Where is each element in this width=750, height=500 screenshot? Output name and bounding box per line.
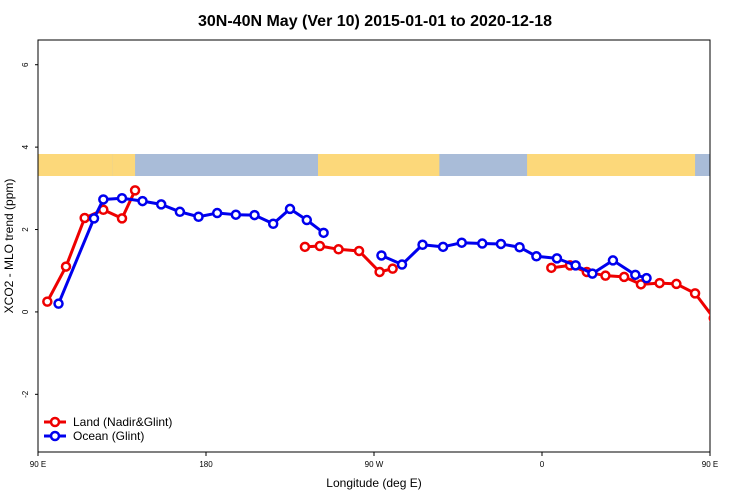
series-0-point-2-0: [546, 262, 557, 274]
series-1-point-0-13: [301, 214, 313, 226]
series-0-point-1-4: [374, 266, 385, 278]
series-0-point-2-3: [600, 270, 611, 281]
series-0-point-0-4: [116, 213, 128, 224]
series-0-point-2-8: [689, 288, 701, 299]
series-1-point-1-9: [551, 253, 563, 264]
series-1-line-2: [744, 198, 750, 303]
map-land-2: [318, 154, 440, 176]
series-0-point-1-0: [299, 241, 311, 253]
series-1-point-0-9: [230, 209, 242, 220]
series-1-point-1-3: [437, 241, 449, 253]
series-0-point-0-1: [60, 261, 72, 272]
x-tick-label-3: 0: [540, 460, 545, 469]
series-1-point-1-7: [514, 241, 525, 253]
series-1-point-1-14: [641, 272, 652, 284]
y-tick-label-2: 2: [21, 227, 30, 232]
series-0-point-0-2: [79, 212, 90, 224]
x-axis-label: Longitude (deg E): [326, 476, 421, 490]
x-tick-label-2: 90 W: [365, 460, 384, 469]
map-land-1: [112, 154, 136, 176]
series-1-point-2-0: [740, 300, 748, 308]
x-tick-label-0: 90 E: [30, 460, 46, 469]
series-1-point-1-12: [607, 255, 619, 266]
series-1-point-1-2: [417, 239, 428, 251]
series-1-point-0-3: [116, 192, 128, 204]
series-1-point-0-1: [88, 213, 100, 224]
series-0-point-2-9: [708, 314, 710, 322]
series-0-point-2-6: [654, 277, 665, 289]
series-1-point-0-0: [53, 298, 64, 309]
series-0-point-2-7: [671, 278, 682, 290]
legend-marker-ocean: [49, 430, 61, 442]
series-1-point-0-8: [211, 207, 223, 219]
y-axis-label: XCO2 - MLO trend (ppm): [2, 179, 16, 314]
y-tick-label-0: -2: [21, 390, 30, 398]
series-1-point-1-6: [495, 238, 507, 250]
y-tick-label-1: 0: [21, 309, 30, 314]
x-tick-label-1: 180: [199, 460, 213, 469]
series-0-point-1-3: [353, 245, 365, 257]
series-0-point-1-5: [387, 263, 398, 274]
series-1-point-0-5: [155, 199, 167, 210]
series-1-point-0-4: [137, 195, 148, 207]
map-land-0: [38, 154, 113, 176]
series-0-point-1-1: [314, 240, 326, 252]
series-0-line-2: [551, 263, 710, 316]
series-1-point-0-14: [318, 227, 329, 239]
series-1-point-1-11: [587, 268, 598, 279]
world-map-strip: [38, 154, 710, 176]
series-1-point-1-1: [396, 259, 408, 270]
series-1-point-0-12: [284, 203, 296, 215]
x-axis: 90 E 180 90 W 0 90 E: [30, 452, 718, 469]
series-1-line-0: [57, 196, 325, 305]
series-1-point-0-11: [267, 218, 279, 230]
y-tick-label-4: 6: [21, 62, 30, 67]
y-tick-label-3: 4: [21, 144, 30, 149]
series-1-point-1-8: [531, 251, 542, 262]
series-0-point-2-10: [730, 297, 738, 305]
series-1-point-0-2: [98, 194, 109, 205]
series-0-line-0: [46, 189, 137, 303]
series-clip-group: [42, 185, 750, 322]
legend: Land (Nadir&Glint) Ocean (Glint): [44, 415, 172, 443]
plot-border: [37, 39, 711, 453]
series-1-point-0-7: [193, 211, 204, 222]
map-land-3: [527, 154, 696, 176]
series-0-point-2-4: [618, 271, 630, 283]
plot-area: [37, 39, 711, 453]
series-1-point-0-6: [174, 206, 186, 218]
legend-label-ocean: Ocean (Glint): [73, 429, 144, 443]
y-axis: -2 0 2 4 6: [21, 62, 38, 398]
series-0-point-0-5: [129, 185, 141, 196]
series-layer: [42, 185, 750, 322]
series-1-point-1-4: [456, 237, 467, 248]
series-1-point-1-5: [477, 238, 488, 249]
series-1-point-1-0: [376, 250, 387, 261]
series-0-point-1-2: [333, 244, 344, 255]
x-tick-label-4: 90 E: [702, 460, 718, 469]
series-1-point-1-10: [570, 260, 581, 271]
chart-title: 30N-40N May (Ver 10) 2015-01-01 to 2020-…: [198, 13, 552, 30]
series-0-point-0-0: [42, 296, 53, 307]
series-1-point-1-13: [630, 269, 641, 281]
series-1-point-0-10: [249, 209, 260, 221]
legend-label-land: Land (Nadir&Glint): [73, 415, 172, 429]
series-0-point-2-5: [635, 279, 647, 290]
legend-marker-land: [49, 416, 61, 428]
